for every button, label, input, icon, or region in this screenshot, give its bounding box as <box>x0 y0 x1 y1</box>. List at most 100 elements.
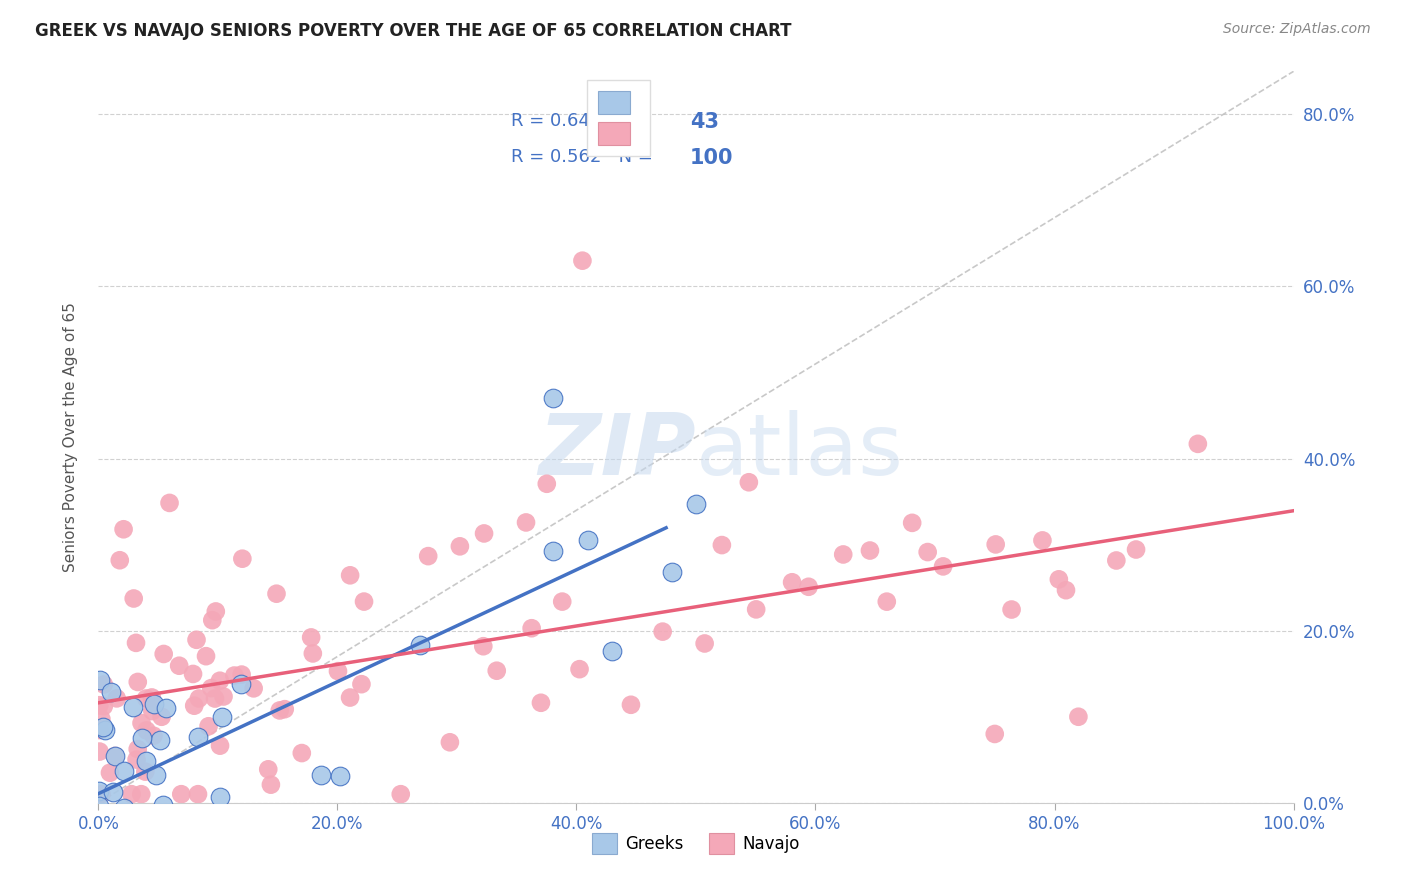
Text: 43: 43 <box>690 112 718 132</box>
Point <box>170 787 193 801</box>
Point <box>124 830 146 845</box>
Point <box>302 647 325 661</box>
Text: R = 0.646   N =: R = 0.646 N = <box>510 112 658 129</box>
Point <box>105 691 128 706</box>
Point <box>208 739 231 753</box>
Point <box>94 830 117 845</box>
Point <box>120 830 142 845</box>
Point <box>745 602 768 616</box>
Point <box>274 702 297 716</box>
Point <box>1047 572 1070 586</box>
Point <box>90 787 112 801</box>
Point <box>536 476 558 491</box>
Point <box>602 644 624 658</box>
Point <box>96 812 118 826</box>
Text: Source: ZipAtlas.com: Source: ZipAtlas.com <box>1223 22 1371 37</box>
Point <box>530 696 553 710</box>
Point <box>797 580 820 594</box>
Point <box>152 797 174 812</box>
Point <box>212 690 235 704</box>
Point <box>551 594 574 608</box>
Point <box>181 667 204 681</box>
Point <box>418 549 440 563</box>
Point <box>187 730 209 744</box>
Point <box>129 787 152 801</box>
Point <box>104 748 127 763</box>
Point <box>135 723 157 738</box>
Point <box>197 719 219 733</box>
Point <box>350 677 373 691</box>
Point <box>353 594 375 608</box>
Point <box>1000 602 1022 616</box>
Point <box>339 690 361 705</box>
Point <box>201 613 224 627</box>
Point <box>231 551 253 566</box>
Point <box>266 587 288 601</box>
Point <box>472 639 495 653</box>
Point <box>112 522 135 536</box>
Point <box>87 830 110 845</box>
Point <box>93 677 115 691</box>
Point <box>409 638 432 652</box>
Point <box>693 636 716 650</box>
Point <box>93 723 115 737</box>
Point <box>231 667 253 681</box>
Point <box>127 675 149 690</box>
Point <box>155 701 177 715</box>
Point <box>150 710 173 724</box>
Point <box>135 754 157 768</box>
Point <box>651 624 673 639</box>
Point <box>901 516 924 530</box>
Point <box>876 594 898 608</box>
Point <box>439 735 461 749</box>
Point <box>257 762 280 776</box>
Point <box>389 787 412 801</box>
Text: 100: 100 <box>690 148 734 169</box>
Point <box>568 662 591 676</box>
Point <box>1125 542 1147 557</box>
Point <box>200 681 222 695</box>
Point <box>738 475 761 490</box>
Point <box>329 769 352 783</box>
Legend: Greeks, Navajo: Greeks, Navajo <box>585 827 807 860</box>
Point <box>187 691 209 706</box>
Point <box>520 621 543 635</box>
Point <box>148 732 170 747</box>
Point <box>224 668 246 682</box>
Point <box>112 764 135 778</box>
Text: R = 0.562   N =: R = 0.562 N = <box>510 148 658 166</box>
Point <box>195 649 218 664</box>
Point <box>859 543 882 558</box>
Point <box>142 729 165 743</box>
Point <box>578 533 600 548</box>
Point <box>87 829 110 843</box>
Point <box>141 704 163 718</box>
Point <box>661 565 683 579</box>
Point <box>159 496 181 510</box>
Point <box>87 798 110 813</box>
Point <box>187 787 209 801</box>
Point <box>291 746 314 760</box>
Point <box>269 703 291 717</box>
Point <box>135 691 157 706</box>
Point <box>209 789 232 804</box>
Point <box>134 830 156 845</box>
Point <box>571 253 593 268</box>
Point <box>186 632 208 647</box>
Point <box>242 681 264 696</box>
Point <box>231 677 253 691</box>
Point <box>485 664 508 678</box>
Point <box>125 636 148 650</box>
Point <box>1067 710 1090 724</box>
Point <box>1054 583 1077 598</box>
Point <box>932 559 955 574</box>
Point <box>121 787 143 801</box>
Point <box>89 673 111 688</box>
Point <box>211 710 233 724</box>
Point <box>1031 533 1053 548</box>
Point <box>101 785 124 799</box>
Point <box>984 727 1007 741</box>
Point <box>131 716 153 731</box>
Point <box>541 544 564 558</box>
Point <box>167 658 190 673</box>
